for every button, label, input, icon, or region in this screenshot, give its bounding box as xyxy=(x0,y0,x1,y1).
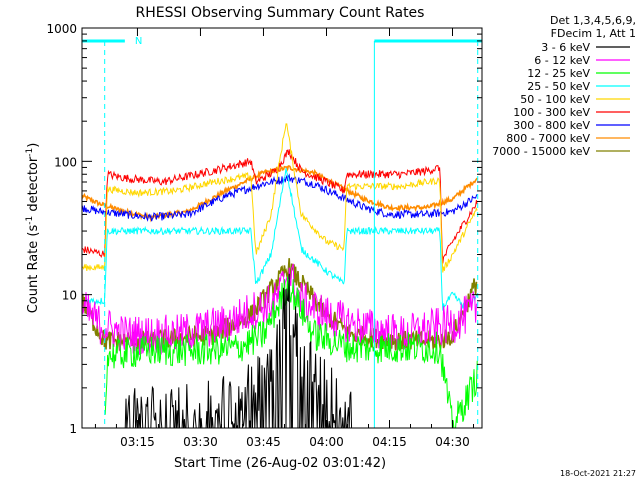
legend: Det 1,3,4,5,6,9, FDecim 1, Att 1 3 - 6 k… xyxy=(492,14,636,158)
plot-frame xyxy=(81,27,483,429)
footer-timestamp: 18-Oct-2021 21:27 xyxy=(560,469,636,478)
y-tick-label-0: 1 xyxy=(69,422,77,436)
y-axis-label-end: ) xyxy=(26,143,41,148)
series-s1-trace xyxy=(124,273,353,428)
x-tick-label-5: 04:30 xyxy=(435,435,470,449)
night-overlay: N xyxy=(82,36,482,428)
x-tick-label-0: 03:15 xyxy=(120,435,155,449)
series-s7-trace xyxy=(82,173,478,222)
legend-label-s2: 6 - 12 keV xyxy=(534,54,590,67)
y-axis-label-sup2: -1 xyxy=(25,148,35,157)
x-tick-label-4: 04:15 xyxy=(372,435,407,449)
series-s3-trace xyxy=(104,276,478,428)
y-axis-label-sup1: -1 xyxy=(25,216,35,225)
y-axis-label-main: Count Rate (s xyxy=(26,225,41,314)
y-tick-label-2: 100 xyxy=(54,155,77,169)
series-s4-trace xyxy=(82,168,478,311)
x-axis-ticks: 03:15 03:30 03:45 04:00 04:15 04:30 xyxy=(94,28,475,449)
y-tick-label-3: 1000 xyxy=(46,22,77,36)
night-flag-label: N xyxy=(135,36,142,47)
x-tick-label-1: 03:30 xyxy=(183,435,218,449)
series-s6-trace xyxy=(82,149,478,264)
legend-label-s9: 7000 - 15000 keV xyxy=(492,145,590,158)
legend-label-s6: 100 - 300 keV xyxy=(513,106,590,119)
legend-label-s4: 25 - 50 keV xyxy=(527,80,590,93)
legend-label-s5: 50 - 100 keV xyxy=(520,93,590,106)
chart-title: RHESSI Observing Summary Count Rates xyxy=(136,5,425,21)
legend-label-s3: 12 - 25 keV xyxy=(527,67,590,80)
series-s5-trace xyxy=(82,123,478,273)
series-s8-trace xyxy=(82,165,478,223)
legend-label-s1: 3 - 6 keV xyxy=(541,41,590,54)
legend-header-line-2: FDecim 1, Att 1 xyxy=(551,27,636,40)
x-tick-label-3: 04:00 xyxy=(309,435,344,449)
x-tick-label-2: 03:45 xyxy=(246,435,281,449)
series-s2-trace xyxy=(82,263,478,356)
series-layer xyxy=(82,123,478,428)
legend-label-s7: 300 - 800 keV xyxy=(513,119,590,132)
y-axis-label-mid: detector xyxy=(26,156,41,216)
y-axis-label: Count Rate (s-1 detector-1) xyxy=(25,143,41,314)
legend-label-s8: 800 - 7000 keV xyxy=(506,132,590,145)
y-axis-ticks: 1 10 100 1000 xyxy=(46,22,482,436)
y-tick-label-1: 10 xyxy=(62,289,77,303)
legend-header-line-1: Det 1,3,4,5,6,9, xyxy=(550,14,636,27)
x-axis-label: Start Time (26-Aug-02 03:01:42) xyxy=(174,456,386,471)
